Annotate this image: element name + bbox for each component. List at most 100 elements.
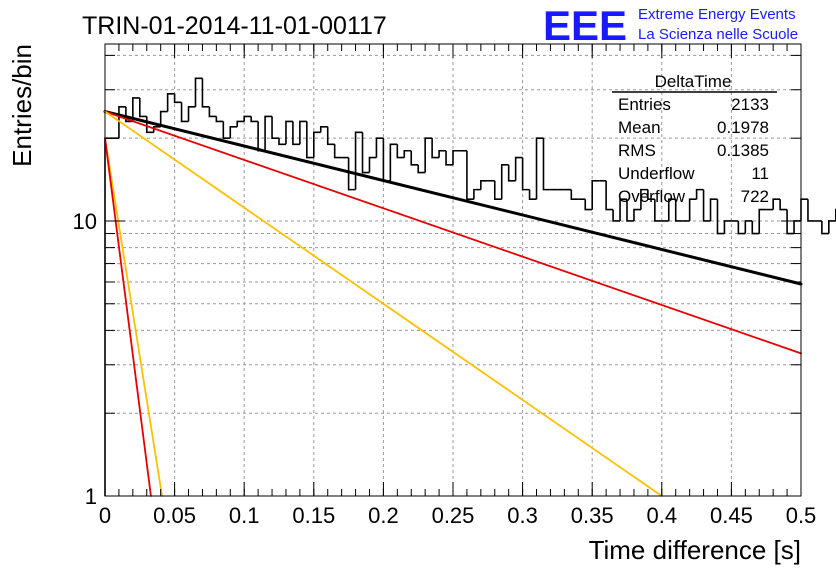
histogram-bin: [132, 97, 140, 122]
histogram-bin: [368, 156, 377, 173]
histogram-bin: [299, 120, 307, 145]
histogram-bin: [500, 164, 509, 200]
histogram-bin: [716, 199, 725, 235]
histogram-bin: [354, 131, 363, 190]
histogram-bin: [633, 208, 641, 221]
histogram-bin: [744, 220, 753, 234]
x-tick-label: 0.35: [571, 503, 614, 528]
histogram-bin: [772, 198, 781, 210]
histogram-bin: [535, 137, 544, 200]
histogram-bin: [201, 78, 210, 108]
histogram-bin: [125, 106, 133, 123]
histogram-bin: [452, 149, 460, 165]
histogram-bin: [702, 189, 711, 222]
histogram-bin: [180, 102, 189, 123]
stats-value: 0.1978: [717, 118, 769, 137]
histogram-bin: [271, 116, 279, 139]
stats-label: Mean: [618, 118, 661, 137]
y-tick-label: 10: [73, 209, 97, 234]
x-tick-label: 0.1: [229, 503, 260, 528]
histogram-bin: [528, 189, 537, 200]
x-tick-label: 0.45: [710, 503, 753, 528]
histogram-bin: [493, 180, 502, 200]
x-tick-label: 0.5: [786, 503, 817, 528]
histogram-bin: [375, 137, 384, 158]
histogram-bin: [758, 208, 767, 234]
logo-line-2: La Scienza nelle Scuole: [638, 26, 798, 43]
histogram-bin: [389, 143, 398, 181]
histogram-bin: [236, 120, 245, 127]
histogram-bin: [403, 149, 412, 158]
histogram-bin: [139, 97, 147, 118]
x-tick-label: 0: [99, 503, 111, 528]
histogram-bin: [396, 144, 405, 159]
stats-label: Underflow: [618, 164, 695, 183]
histogram-bin: [807, 199, 815, 222]
histogram-bin: [313, 131, 321, 158]
histogram-bin: [326, 126, 335, 146]
histogram-bin: [187, 106, 196, 122]
histogram-bin: [347, 157, 356, 191]
histogram-bin: [166, 92, 175, 112]
histogram-bin: [243, 115, 252, 122]
histogram-bin: [473, 188, 481, 200]
eee-logo: EEE: [543, 2, 627, 49]
y-axis-label: Entries/bin: [7, 44, 37, 167]
histogram-bin: [591, 179, 600, 210]
histogram-bin: [605, 180, 614, 211]
x-axis-label: Time difference [s]: [589, 535, 801, 565]
histogram-bin: [619, 198, 627, 221]
histogram-bin: [333, 144, 342, 159]
stats-label: RMS: [618, 141, 656, 160]
histogram-bin: [306, 121, 314, 159]
histogram-bin: [654, 199, 662, 222]
histogram-bin: [361, 132, 370, 174]
histogram-bin: [250, 116, 259, 123]
histogram-bin: [431, 138, 440, 159]
histogram-bin: [828, 220, 836, 234]
histogram-bin: [173, 93, 182, 104]
y-tick-label: 1: [85, 484, 97, 509]
histogram-bin: [264, 115, 273, 151]
fit-line: [103, 110, 803, 286]
x-tick-label: 0.3: [507, 503, 538, 528]
run-title: TRIN-01-2014-11-01-00117: [82, 12, 387, 40]
x-tick-label: 0.15: [292, 503, 335, 528]
histogram-bin: [737, 220, 746, 235]
histogram-bin: [229, 125, 238, 139]
histogram-bin: [584, 199, 593, 211]
histogram-bin: [507, 164, 516, 182]
histogram-bin: [152, 125, 161, 133]
histogram-bin: [542, 138, 551, 191]
grid-lines: [105, 44, 801, 496]
stats-value: 0.1385: [717, 141, 769, 160]
axes: 0 0.05 0.1 0.15 0.2 0.25 0.3 0.35 0.4 0.45 0.5 1 10: [73, 44, 817, 528]
histogram-bin: [674, 199, 683, 222]
x-tick-label: 0.05: [153, 503, 196, 528]
histogram-bin: [695, 188, 704, 200]
histogram-bin: [438, 149, 447, 158]
histogram-bin: [667, 198, 676, 221]
histogram-bin: [194, 77, 203, 107]
histogram-bin: [445, 150, 453, 166]
histogram-bin: [417, 164, 426, 174]
histogram-bin: [410, 150, 419, 166]
stats-label: Overflow: [618, 187, 686, 206]
histogram-bin: [709, 198, 718, 221]
histogram-bin: [480, 179, 488, 190]
histogram-bin: [278, 138, 286, 146]
fit-line: [104, 137, 163, 497]
histogram-bin: [723, 220, 732, 234]
histogram-bin: [208, 106, 217, 118]
histogram-bin: [751, 220, 760, 235]
histogram-bin: [647, 189, 655, 200]
histogram-bin: [514, 156, 523, 181]
stats-box: DeltaTime Entries 2133 Mean 0.1978 RMS 0.1385…: [612, 72, 777, 206]
stats-value: 11: [751, 164, 769, 183]
fit-lines: [103, 110, 803, 497]
histogram-bin: [215, 116, 224, 123]
histogram-bin: [466, 150, 474, 200]
stats-title: DeltaTime: [655, 72, 732, 91]
x-tick-label: 0.4: [647, 503, 678, 528]
